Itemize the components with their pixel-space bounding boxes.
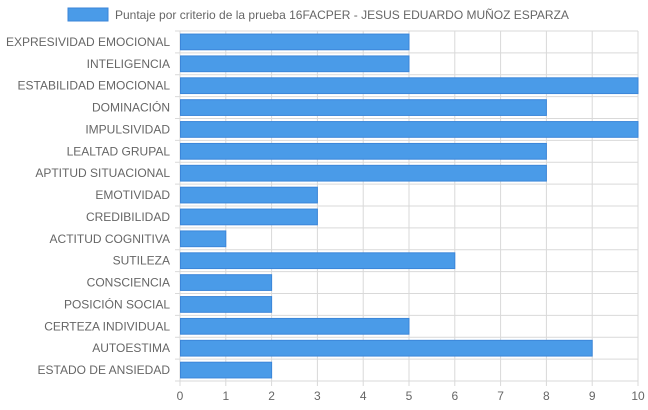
bar [180,121,639,138]
category-label: EXPRESIVIDAD EMOCIONAL [6,35,170,49]
x-tick-label: 9 [589,389,596,403]
bar [180,142,547,160]
x-tick-label: 8 [543,389,550,403]
category-label: ACTITUD COGNITIVA [50,232,170,246]
x-tick-label: 4 [360,389,367,403]
x-tick-label: 5 [406,389,413,403]
category-label: CONSCIENCIA [87,276,170,290]
bar [180,274,273,291]
category-label: ESTADO DE ANSIEDAD [38,363,171,377]
bar [180,55,410,73]
category-label: ESTABILIDAD EMOCIONAL [18,79,171,93]
bar [180,186,318,204]
category-label: APTITUD SITUACIONAL [35,166,170,180]
x-tick-label: 2 [268,389,275,403]
bar [180,317,410,335]
bar [180,208,318,226]
x-tick-label: 10 [631,389,645,403]
bar [180,339,593,357]
category-label: AUTOESTIMA [92,341,170,355]
category-label: LEALTAD GRUPAL [67,144,171,158]
category-label: DOMINACIÓN [92,100,170,115]
bar [180,99,547,116]
legend-label: Puntaje por criterio de la prueba 16FACP… [115,8,569,22]
category-label: POSICIÓN SOCIAL [64,296,170,311]
x-tick-label: 7 [497,389,504,403]
x-tick-label: 0 [177,389,184,403]
legend-swatch [67,7,109,22]
bar [180,296,273,313]
category-label: CREDIBILIDAD [86,210,170,224]
bar [180,33,410,51]
category-label: EMOTIVIDAD [95,188,170,202]
bar [180,361,273,379]
category-label: IMPULSIVIDAD [85,122,170,136]
x-tick-label: 6 [451,389,458,403]
x-tick-label: 3 [314,389,321,403]
x-tick-label: 1 [222,389,229,403]
bar [180,164,547,182]
bar [180,230,227,248]
category-label: INTELIGENCIA [87,57,170,71]
category-label: CERTEZA INDIVIDUAL [44,319,170,333]
bar [180,252,456,270]
bar [180,77,639,95]
category-label: SUTILEZA [113,254,170,268]
